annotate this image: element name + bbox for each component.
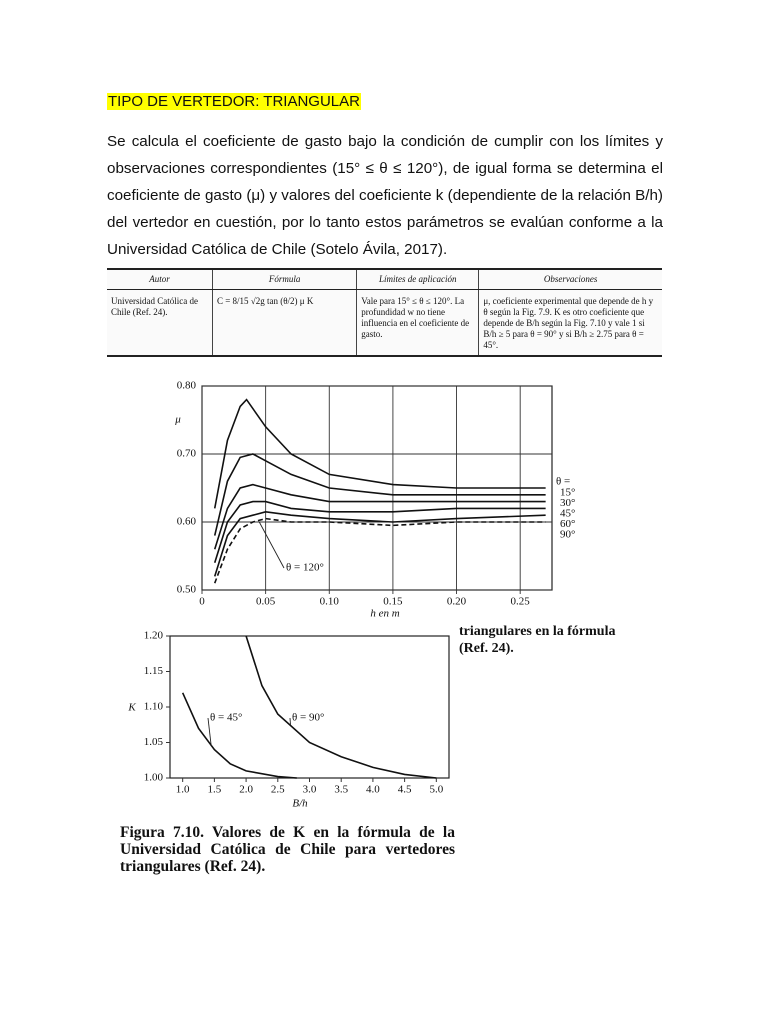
series-label: θ = 45° (210, 712, 242, 724)
x-tick-label: 0.25 (511, 596, 531, 608)
y-tick-label: 1.00 (144, 772, 164, 784)
header-cell: Fórmula (211, 268, 357, 290)
heading: TIPO DE VERTEDOR: TRIANGULAR (107, 93, 361, 110)
series-label: 15° (560, 487, 575, 499)
curve (213, 510, 546, 577)
y-tick-label: 0.60 (177, 516, 197, 528)
x-tick-label: 4.5 (398, 784, 412, 796)
fragment-line: triangulares en la fórmula (459, 624, 616, 639)
caption-label: Figura 7.10. (120, 824, 205, 841)
x-tick-label: 2.5 (271, 784, 285, 796)
curve (213, 517, 546, 584)
table: Autor Fórmula Límites de aplicación Obse… (107, 268, 662, 357)
series-label: 30° (560, 497, 575, 509)
x-tick-label: 3.0 (303, 784, 317, 796)
x-tick-label: 0.20 (447, 596, 467, 608)
x-tick-label: 5.0 (429, 784, 443, 796)
x-axis-label: h en m (370, 608, 399, 620)
header-cell: Límites de aplicación (356, 268, 479, 290)
y-tick-label: 1.20 (144, 630, 164, 642)
y-axis-label: μ (174, 414, 181, 426)
x-tick-label: 1.5 (208, 784, 222, 796)
scan-fragment: triangulares en la fórmula (Ref. 24). (459, 623, 615, 657)
x-tick-label: 3.5 (334, 784, 348, 796)
fragment-line: (Ref. 24). (459, 641, 514, 656)
x-tick-label: 0 (199, 596, 205, 608)
series-label: 90° (560, 529, 575, 541)
x-axis-label: B/h (292, 798, 308, 810)
table-header: Autor Fórmula Límites de aplicación Obse… (107, 268, 662, 290)
cell: μ, coeficiente experimental que depende … (478, 289, 662, 357)
curve (181, 692, 297, 779)
plot-frame (169, 635, 450, 779)
table-row: Universidad Católica de Chile (Ref. 24).… (107, 289, 662, 357)
header-cell: Observaciones (478, 268, 662, 290)
y-tick-label: 1.10 (144, 701, 164, 713)
figure-caption: Figura 7.10. Valores de K en la fórmula … (120, 824, 455, 875)
y-tick-label: 0.80 (177, 380, 197, 392)
y-tick-label: 1.05 (144, 736, 164, 748)
x-tick-label: 0.10 (320, 596, 340, 608)
series-label: θ = 120° (286, 562, 324, 574)
curve (213, 453, 546, 536)
y-tick-label: 0.70 (177, 448, 197, 460)
curve (213, 500, 546, 564)
y-axis-label: K (127, 702, 136, 714)
leader-line (258, 521, 285, 569)
x-tick-label: 4.0 (366, 784, 380, 796)
legend-title: θ = (556, 476, 570, 488)
cell: Vale para 15° ≤ θ ≤ 120°. La profundidad… (356, 289, 479, 357)
x-tick-label: 2.0 (239, 784, 253, 796)
x-tick-label: 1.0 (176, 784, 190, 796)
header-cell: Autor (107, 268, 213, 290)
cell: Universidad Católica de Chile (Ref. 24). (107, 289, 213, 357)
series-label: 45° (560, 508, 575, 520)
paragraph: Se calcula el coeficiente de gasto bajo … (107, 133, 663, 258)
caption-text: Valores de K en la fórmula de la Univers… (120, 824, 455, 875)
cell: C = 8/15 √2g tan (θ/2) μ K (211, 289, 357, 357)
y-tick-label: 0.50 (177, 584, 197, 596)
y-tick-label: 1.15 (144, 665, 164, 677)
curve (213, 483, 546, 550)
curve (245, 635, 437, 779)
series-label: θ = 90° (292, 712, 324, 724)
leader-line (207, 717, 212, 747)
x-tick-label: 0.05 (256, 596, 276, 608)
series-label: 60° (560, 518, 575, 530)
x-tick-label: 0.15 (383, 596, 403, 608)
curve (213, 398, 546, 509)
